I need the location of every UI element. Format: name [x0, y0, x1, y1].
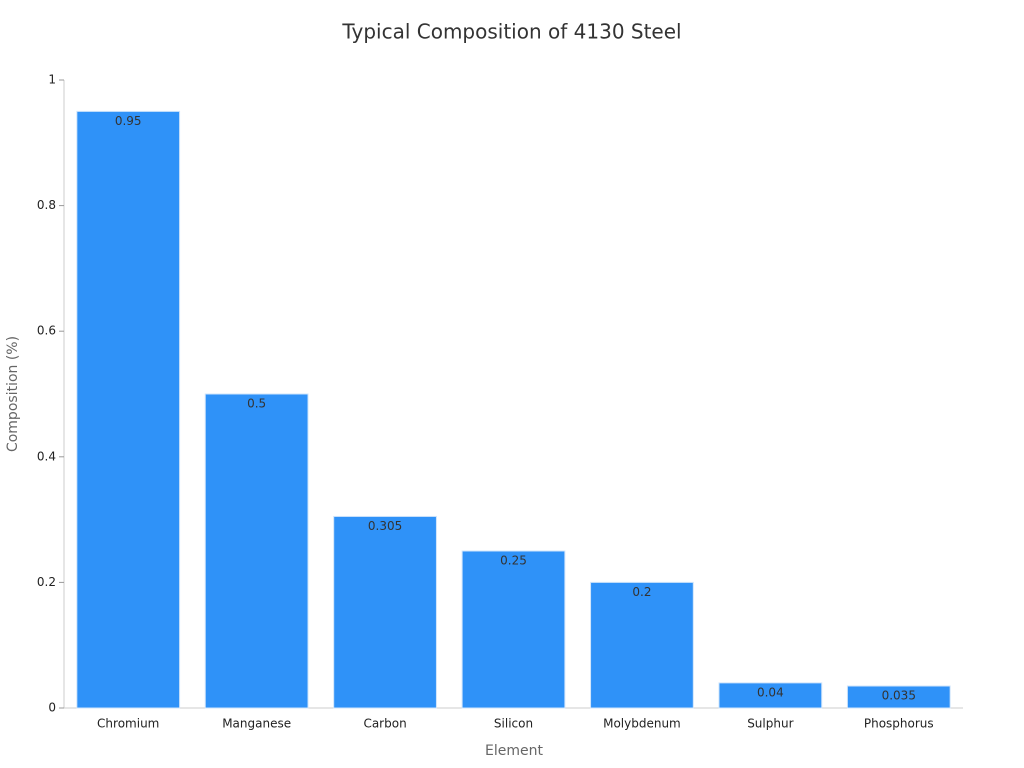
- bar: [846, 685, 951, 709]
- x-tick-label: Carbon: [363, 717, 406, 731]
- x-tick-label: Silicon: [494, 717, 533, 731]
- x-tick-label: Sulphur: [747, 717, 793, 731]
- value-label: 0.5: [247, 397, 266, 411]
- x-tick-label: Chromium: [97, 717, 159, 731]
- x-tick-label: Phosphorus: [864, 717, 934, 731]
- chart-title: Typical Composition of 4130 Steel: [341, 20, 681, 44]
- y-tick-label: 0.2: [37, 575, 56, 589]
- y-tick-label: 0.6: [37, 324, 56, 338]
- y-tick-label: 1: [48, 73, 56, 87]
- y-tick-label: 0.4: [37, 449, 56, 463]
- bar: [590, 581, 694, 709]
- value-label: 0.305: [368, 519, 402, 533]
- y-axis-title: Composition (%): [5, 336, 21, 452]
- value-label: 0.04: [757, 685, 784, 699]
- x-axis-title: Element: [485, 743, 543, 759]
- bar: [204, 393, 309, 709]
- x-tick-label: Molybdenum: [603, 717, 681, 731]
- y-tick-label: 0.8: [37, 198, 56, 212]
- x-tick-label: Manganese: [222, 717, 291, 731]
- value-label: 0.95: [115, 114, 142, 128]
- value-label: 0.035: [882, 689, 916, 703]
- bar: [333, 515, 437, 709]
- y-tick-label: 0: [48, 701, 56, 715]
- bar: [76, 110, 181, 709]
- bar: [461, 550, 566, 709]
- value-label: 0.2: [632, 585, 651, 599]
- value-label: 0.25: [500, 554, 527, 568]
- bar: [718, 682, 823, 709]
